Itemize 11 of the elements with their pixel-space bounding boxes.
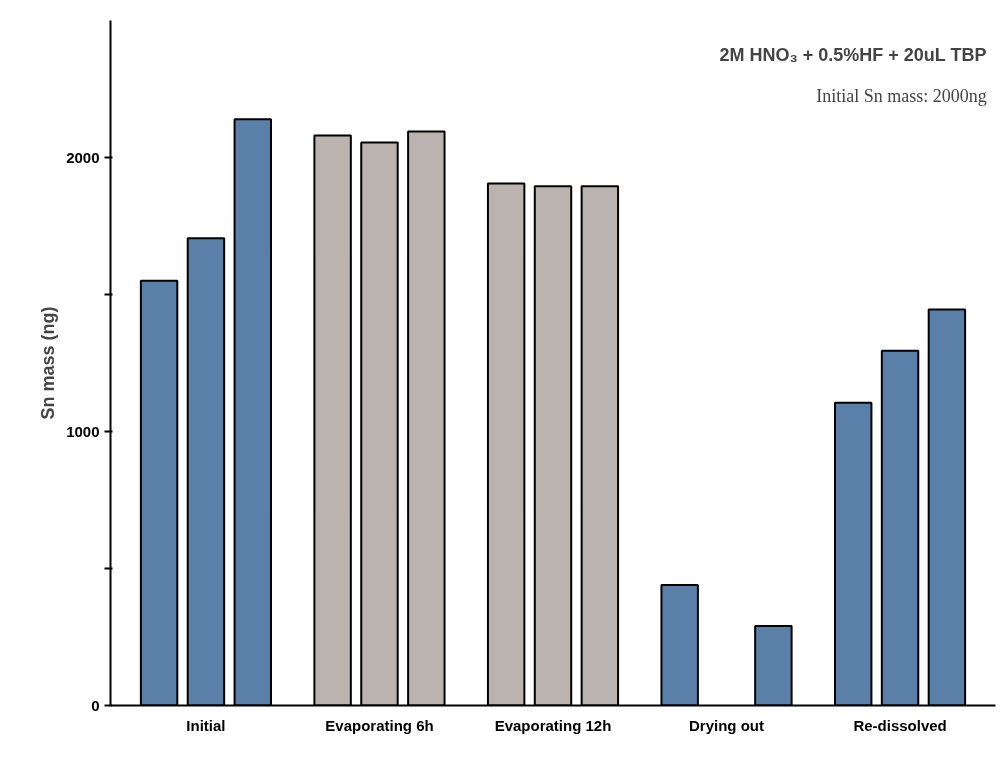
y-tick-label: 2000 (66, 148, 100, 166)
y-axis-title: Sn mass (ng) (38, 306, 59, 420)
x-tick-label: Re-dissolved (853, 716, 947, 734)
y-tick-label: 0 (91, 696, 100, 714)
x-tick-label: Initial (186, 716, 226, 734)
y-tick-label: 1000 (66, 422, 100, 440)
x-tick-label: Evaporating 12h (494, 716, 612, 734)
x-tick-label: Evaporating 6h (325, 716, 434, 734)
x-tick-label: Drying out (689, 716, 765, 734)
annotation: Initial Sn mass: 2000ng (816, 85, 987, 106)
annotation: 2M HNO₃ + 0.5%HF + 20uL TBP (719, 44, 987, 65)
